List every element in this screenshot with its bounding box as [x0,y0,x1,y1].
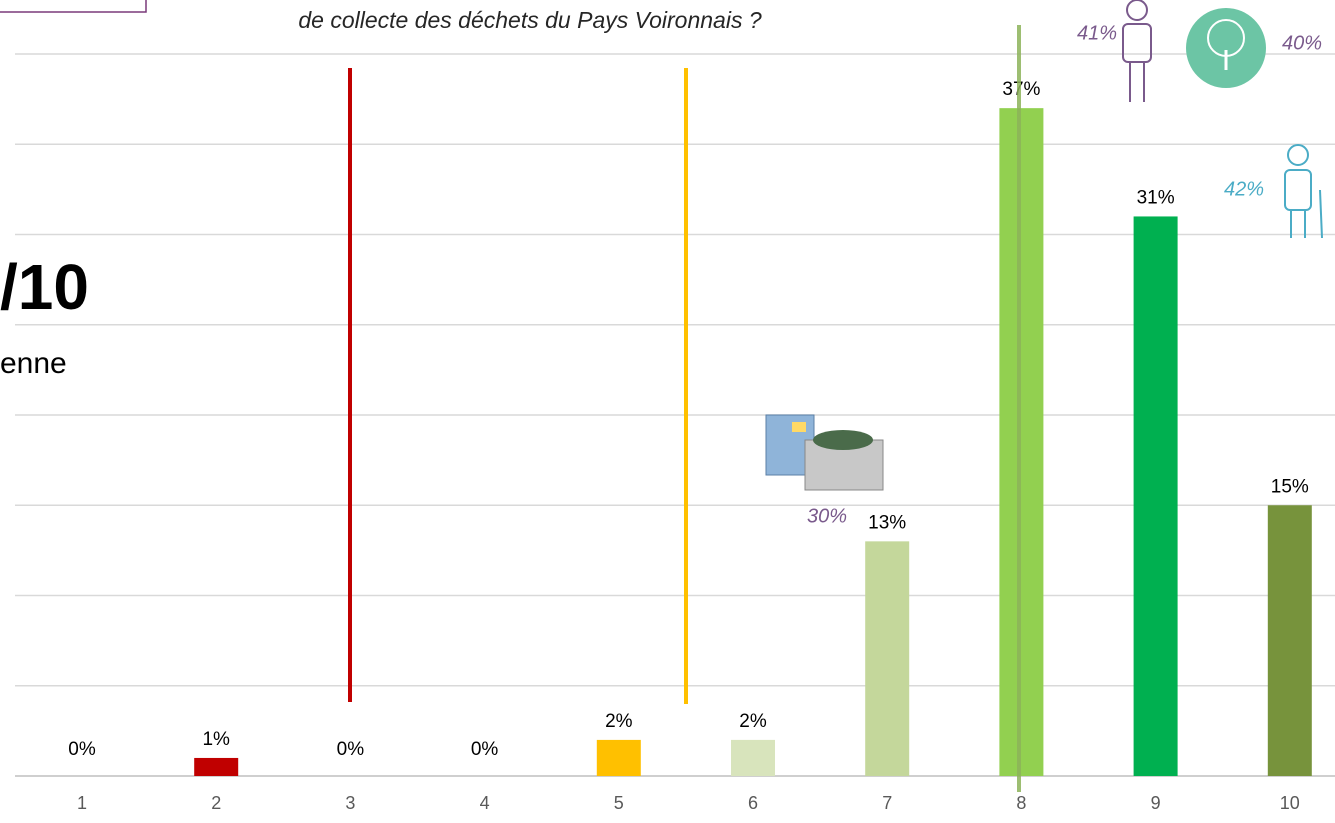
bin-icon [765,414,884,491]
value-label: 2% [605,711,633,732]
chart-title: de collecte des déchets du Pays Voironna… [298,7,761,33]
bar [865,541,910,776]
value-label: 31% [1137,187,1175,208]
frame-fragment [0,0,147,13]
value-label: 0% [471,739,499,760]
tree-icon [1186,8,1266,88]
bar [999,108,1044,776]
value-label: 15% [1271,476,1309,497]
annotation: enne [0,347,67,380]
bar [596,739,641,776]
bar [1133,216,1178,776]
value-label: 13% [868,512,906,533]
x-tick-label: 2 [211,793,221,813]
value-label: 1% [202,729,230,750]
bar [194,757,239,776]
annotation: 41% [1077,22,1117,44]
x-tick-label: 10 [1280,793,1300,813]
x-tick-label: 3 [345,793,355,813]
annotation: 30% [807,505,847,527]
backdrop [15,53,1335,777]
value-label: 0% [337,739,365,760]
annotation: 42% [1224,178,1264,200]
annotation: /10 [0,251,89,323]
elder-icon [1284,144,1323,239]
annotation: 40% [1282,32,1322,54]
x-tick-label: 7 [882,793,892,813]
x-tick-label: 4 [480,793,490,813]
bar [731,739,775,776]
value-label: 2% [739,711,767,732]
value-label: 37% [1002,79,1040,100]
x-tick-label: 6 [748,793,758,813]
x-tick-label: 5 [614,793,624,813]
bar [1267,505,1312,776]
x-tick-label: 8 [1016,793,1026,813]
x-tick-label: 1 [77,793,87,813]
x-tick-label: 9 [1151,793,1161,813]
person-icon [1122,0,1152,102]
value-label: 0% [68,739,96,760]
